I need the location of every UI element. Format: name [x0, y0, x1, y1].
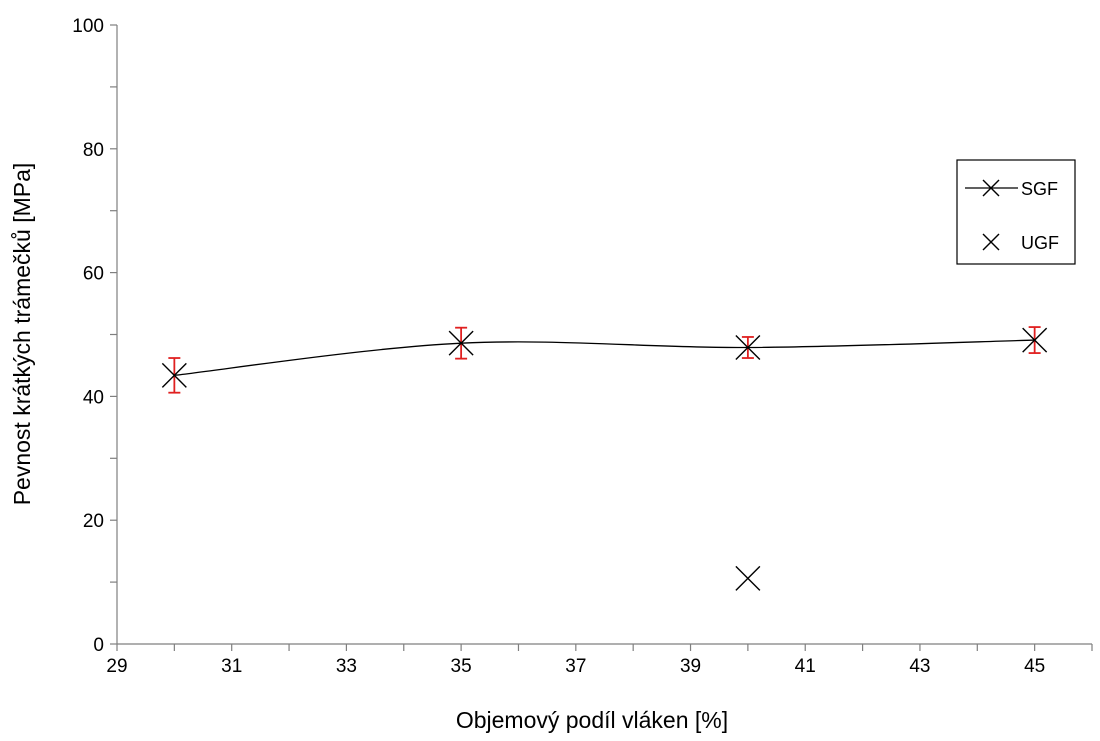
y-tick-label: 60: [83, 264, 104, 285]
axes: 29 31 33 35 37 39 41 43 45 0 20 40 60 80 100: [72, 16, 1093, 677]
data-point-sgf: [448, 330, 474, 356]
x-tick-label: 31: [221, 656, 242, 677]
y-tick-label: 100: [72, 16, 104, 37]
data-point-sgf: [161, 362, 187, 388]
data-point-sgf: [735, 335, 761, 360]
x-tick-label: 45: [1024, 656, 1045, 677]
legend-label-sgf: SGF: [1021, 179, 1058, 199]
legend-marker-ugf: [982, 233, 1000, 251]
x-tick-label: 37: [565, 656, 586, 677]
y-axis-title: Pevnost krátkých trámečků [MPa]: [9, 163, 35, 506]
x-tick-label: 41: [795, 656, 816, 677]
legend-marker-sgf: [982, 179, 1000, 197]
data-point-ugf: [735, 565, 761, 591]
x-axis-title: Objemový podíl vláken [%]: [456, 707, 728, 733]
series-line-sgf: [174, 339, 1035, 376]
x-tick-label: 43: [909, 656, 930, 677]
x-tick-label: 29: [106, 656, 127, 677]
x-tick-label: 39: [680, 656, 701, 677]
x-tick-label: 33: [336, 656, 357, 677]
series-layer: [161, 326, 1048, 591]
legend-box: [956, 159, 1076, 265]
legend-label-ugf: UGF: [1021, 233, 1059, 253]
legend: SGF UGF: [956, 159, 1076, 265]
y-tick-label: 0: [93, 635, 104, 656]
y-tick-label: 20: [83, 511, 104, 532]
y-tick-label: 80: [83, 140, 104, 161]
y-tick-label: 40: [83, 387, 104, 408]
data-point-sgf: [1022, 327, 1048, 353]
x-tick-label: 35: [451, 656, 472, 677]
